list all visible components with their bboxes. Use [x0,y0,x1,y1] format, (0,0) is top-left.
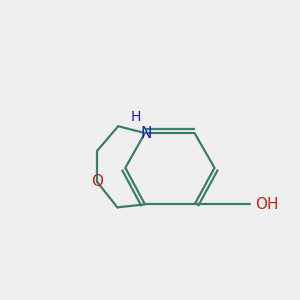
Text: O: O [91,174,103,189]
Text: N: N [141,126,152,141]
Text: OH: OH [255,197,278,212]
Text: H: H [130,110,141,124]
